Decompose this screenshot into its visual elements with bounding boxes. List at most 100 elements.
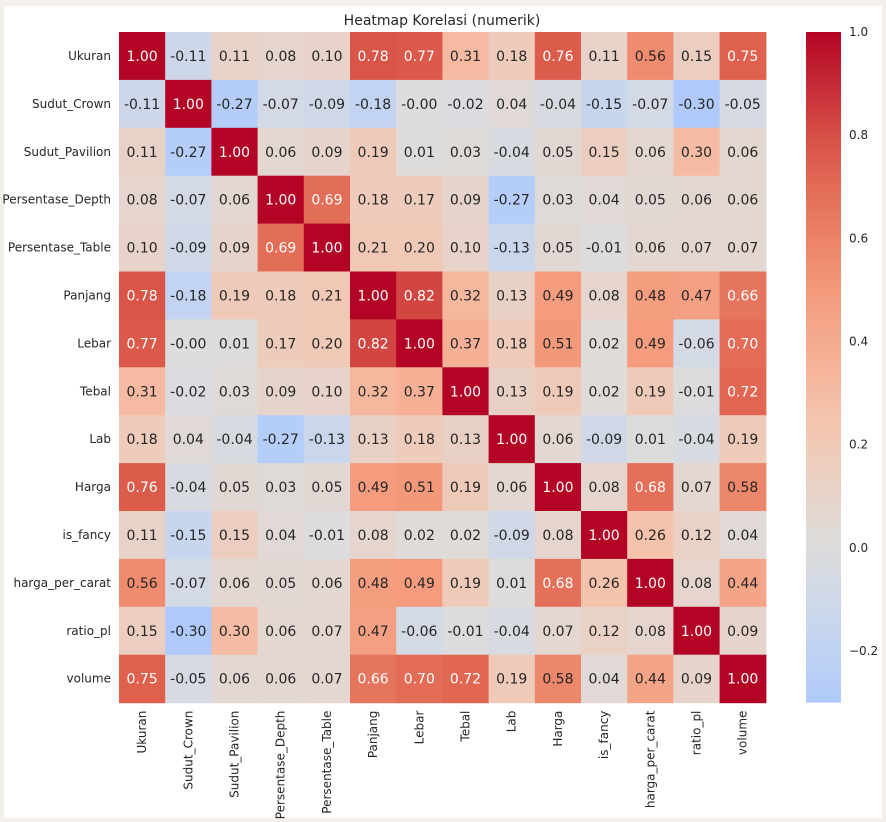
cell-value-label: 0.21	[358, 241, 389, 257]
heatmap-cell	[719, 511, 767, 560]
heatmap-cell	[534, 367, 582, 416]
cell-value-label: 0.01	[404, 145, 435, 161]
heatmap-cell	[673, 367, 721, 416]
cell-value-label: 0.15	[589, 145, 620, 161]
heatmap-cell	[442, 415, 490, 464]
heatmap-cell	[350, 223, 397, 273]
cell-value-label: -0.04	[494, 624, 530, 640]
heatmap-cell	[350, 606, 397, 656]
cell-value-label: 0.06	[727, 145, 758, 161]
heatmap-cell	[396, 654, 443, 704]
heatmap-cell	[581, 654, 628, 704]
x-tick-label: volume	[736, 711, 750, 755]
heatmap-cell	[257, 271, 305, 320]
heatmap-cell	[719, 415, 767, 464]
cell-value-label: 0.19	[727, 432, 758, 448]
cell-value-label: -0.01	[586, 241, 622, 257]
heatmap-cell	[488, 223, 536, 273]
cell-value-label: 0.49	[635, 336, 666, 352]
heatmap-cell	[627, 32, 674, 81]
cell-value-label: 0.30	[219, 624, 250, 640]
cell-value-label: 0.18	[358, 193, 389, 209]
heatmap-cell	[350, 463, 397, 512]
heatmap-cell	[165, 175, 212, 225]
heatmap-cell	[396, 127, 443, 177]
heatmap-cell	[119, 79, 166, 129]
cell-value-label: 0.72	[450, 672, 481, 688]
cell-value-label: 0.01	[635, 432, 666, 448]
cell-value-label: 0.37	[450, 336, 481, 352]
x-tick-label: Sudut_Pavilion	[228, 711, 242, 798]
x-tick-label: Persentase_Depth	[274, 711, 288, 820]
heatmap-cell	[488, 367, 536, 416]
cell-value-label: 1.00	[589, 528, 620, 544]
cell-value-label: 0.17	[265, 336, 296, 352]
cell-value-label: 0.09	[450, 193, 481, 209]
heatmap-cell	[442, 558, 490, 608]
colorbar-tick-label: 0.6	[849, 231, 868, 245]
cell-value-label: 0.01	[496, 576, 527, 592]
heatmap-cell	[211, 367, 259, 416]
colorbar-tick-label: 0.2	[849, 438, 868, 452]
colorbar-gradient	[806, 32, 841, 703]
x-tick-label: Lab	[505, 711, 519, 733]
heatmap-cell	[719, 127, 767, 177]
cell-value-label: 0.07	[681, 241, 712, 257]
heatmap-cell	[442, 79, 490, 129]
cell-value-label: 0.30	[681, 145, 712, 161]
cell-value-label: 0.06	[542, 432, 573, 448]
cell-value-label: -0.07	[263, 97, 299, 113]
cell-value-label: 0.02	[589, 336, 620, 352]
cell-value-label: 0.05	[311, 480, 342, 496]
heatmap-cell	[211, 463, 259, 512]
heatmap-cell	[627, 79, 674, 129]
heatmap-cell	[581, 367, 628, 416]
heatmap-cell	[211, 127, 259, 177]
cell-value-label: 0.82	[404, 288, 435, 304]
heatmap-cell	[627, 415, 674, 464]
heatmap-cell	[350, 558, 397, 608]
heatmap-cell	[303, 79, 351, 129]
cell-value-label: 0.48	[358, 576, 389, 592]
x-tick-label: Sudut_Crown	[181, 711, 195, 790]
x-tick-label: Lebar	[412, 711, 426, 745]
cell-value-label: 0.18	[496, 336, 527, 352]
heatmap-cell	[119, 319, 166, 368]
heatmap-cell	[488, 32, 536, 81]
cell-value-label: 0.06	[681, 193, 712, 209]
heatmap-cell	[488, 127, 536, 177]
y-tick-labels: Ukuran Sudut_Crown Sudut_Pavilion Persentas…	[2, 49, 111, 686]
cell-value-label: -0.18	[170, 288, 206, 304]
heatmap-cell	[534, 415, 582, 464]
heatmap-cell	[673, 463, 721, 512]
cell-value-label: 0.13	[496, 384, 527, 400]
cell-value-label: 0.10	[311, 49, 342, 65]
cell-value-label: -0.30	[170, 624, 206, 640]
heatmap-cell	[442, 463, 490, 512]
heatmap-cell	[719, 175, 767, 225]
cell-value-label: 0.68	[542, 576, 573, 592]
heatmap-cell	[119, 511, 166, 560]
heatmap-cell	[719, 463, 767, 512]
cell-value-label: 0.06	[219, 193, 250, 209]
cell-value-label: -0.18	[355, 97, 391, 113]
cell-value-label: 1.00	[358, 288, 389, 304]
heatmap-cell	[442, 175, 490, 225]
y-tick-label: Persentase_Table	[8, 241, 111, 255]
cell-value-label: 1.00	[727, 672, 758, 688]
frame-border-top	[0, 0, 886, 6]
cell-value-label: 1.00	[542, 480, 573, 496]
cell-value-label: -0.00	[170, 336, 206, 352]
cell-value-label: -0.02	[170, 384, 206, 400]
heatmap-cell	[165, 32, 212, 81]
heatmap-cell	[119, 127, 166, 177]
cell-value-label: 0.49	[358, 480, 389, 496]
heatmap-cell	[257, 558, 305, 608]
cell-value-label: 0.06	[635, 145, 666, 161]
heatmap-cell	[303, 223, 351, 273]
heatmap-cell	[119, 223, 166, 273]
heatmap-cell	[119, 271, 166, 320]
cell-value-label: 0.06	[219, 672, 250, 688]
cell-value-label: 0.75	[127, 672, 158, 688]
heatmap-cell	[303, 654, 351, 704]
